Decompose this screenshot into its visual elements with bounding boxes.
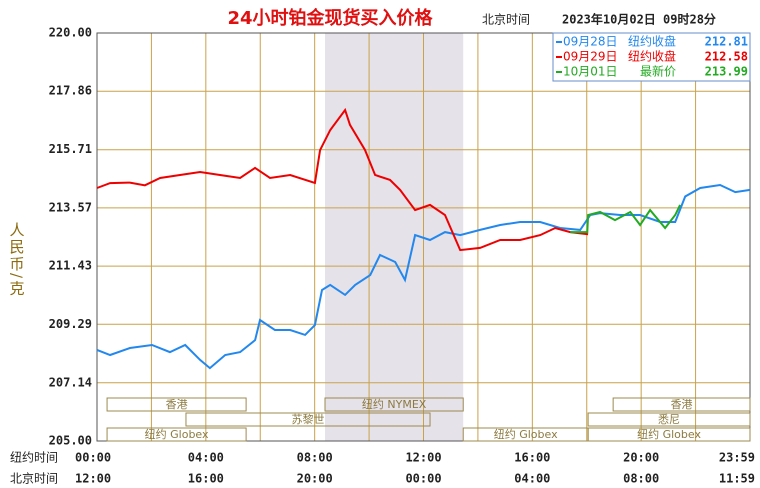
price-line: [96, 107, 589, 252]
x2-tick-label: 12:00: [75, 472, 111, 486]
timestamp: 2023年10月02日 09时28分: [562, 12, 716, 27]
session-box: [106, 397, 247, 412]
x2-tick-label: 20:00: [297, 472, 333, 486]
x-tick-label: 00:00: [75, 451, 111, 465]
x-tick-label: 23:59: [719, 451, 755, 465]
x-row-label: 纽约时间: [10, 450, 58, 465]
session-label: 纽约 NYMEX: [362, 397, 427, 411]
chart-title: 24小时铂金现货买入价格: [227, 7, 433, 29]
y-tick-label: 215.71: [49, 142, 92, 156]
session-label: 悉尼: [658, 413, 680, 426]
session-box: [612, 397, 751, 412]
session-box: [106, 427, 247, 442]
x-tick-label: 12:00: [405, 451, 441, 465]
x-tick-label: 16:00: [514, 451, 550, 465]
x-tick-label: 20:00: [623, 451, 659, 465]
y-tick-label: 217.86: [49, 84, 92, 98]
session-label: 纽约 Globex: [494, 427, 558, 441]
x2-tick-label: 04:00: [514, 472, 550, 486]
y-tick-label: 209.29: [49, 317, 92, 331]
x2-tick-label: 00:00: [405, 472, 441, 486]
time-zone-note: 北京时间: [482, 13, 530, 27]
x2-tick-label: 11:59: [719, 472, 755, 486]
x2-tick-label: 08:00: [623, 472, 659, 486]
session-box: [324, 397, 464, 412]
y-tick-label: 220.00: [49, 26, 92, 40]
session-box: [185, 412, 431, 427]
session-box: [587, 427, 751, 442]
y-tick-label: 211.43: [49, 259, 92, 273]
x2-row-label: 北京时间: [10, 472, 58, 486]
legend-price: 213.99: [705, 65, 748, 79]
legend-date: 10月01日: [563, 65, 618, 79]
x-tick-label: 04:00: [188, 451, 224, 465]
session-box: [587, 412, 751, 427]
session-label: 纽约 Globex: [145, 427, 209, 441]
legend-box: [552, 32, 751, 82]
y-tick-label: 205.00: [49, 434, 92, 448]
session-label: 香港: [671, 398, 693, 411]
y-tick-label: 213.57: [49, 200, 92, 214]
price-line: [570, 204, 681, 234]
plot-frame: [96, 32, 751, 442]
legend-price: 212.81: [705, 35, 748, 49]
y-axis-title: 人民币/克: [8, 222, 26, 297]
legend-label: 最新价: [640, 64, 676, 79]
session-label: 香港: [166, 398, 188, 411]
shading: [325, 33, 464, 441]
x-tick-label: 08:00: [297, 451, 333, 465]
legend-date: 09月29日: [563, 50, 618, 64]
session-label: 苏黎世: [292, 412, 325, 426]
y-tick-label: 207.14: [49, 375, 92, 389]
session-label: 纽约 Globex: [637, 427, 701, 441]
legend-label: 纽约收盘: [628, 34, 676, 49]
legend-label: 纽约收盘: [628, 49, 676, 64]
x2-tick-label: 16:00: [188, 472, 224, 486]
legend-date: 09月28日: [563, 35, 618, 49]
legend-price: 212.58: [705, 50, 748, 64]
session-shade: [325, 33, 464, 441]
